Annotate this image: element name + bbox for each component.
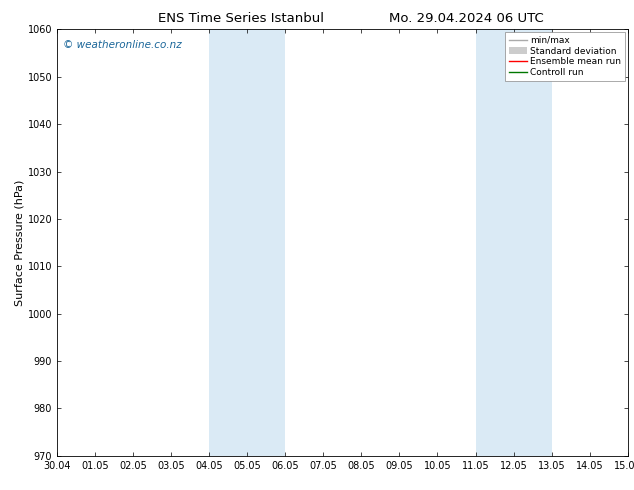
Y-axis label: Surface Pressure (hPa): Surface Pressure (hPa)	[15, 179, 25, 306]
Text: Mo. 29.04.2024 06 UTC: Mo. 29.04.2024 06 UTC	[389, 12, 543, 25]
Text: © weatheronline.co.nz: © weatheronline.co.nz	[63, 40, 181, 50]
Bar	[209, 29, 285, 456]
Bar	[476, 29, 552, 456]
Text: ENS Time Series Istanbul: ENS Time Series Istanbul	[158, 12, 324, 25]
Legend: min/max, Standard deviation, Ensemble mean run, Controll run: min/max, Standard deviation, Ensemble me…	[505, 32, 625, 81]
